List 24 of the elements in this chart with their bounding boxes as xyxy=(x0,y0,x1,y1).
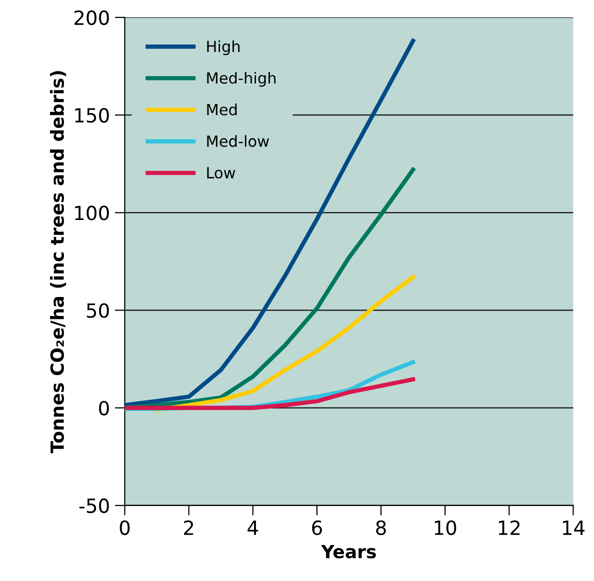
x-tick-label: 4 xyxy=(248,520,258,535)
legend-label: Med-high xyxy=(207,72,276,87)
x-tick-label: 8 xyxy=(376,520,386,536)
legend-label: Low xyxy=(207,167,236,179)
y-tick-label: -50 xyxy=(79,498,109,514)
y-tick-label: 100 xyxy=(75,206,109,220)
y-axis-title: Tonnes CO₂e/ha (inc trees and debris) xyxy=(50,71,66,454)
legend-label: Med-low xyxy=(207,135,269,147)
x-tick-label: 10 xyxy=(434,520,456,536)
legend-label: Med xyxy=(207,104,237,116)
legend-label: High xyxy=(207,40,240,56)
x-tick-label: 0 xyxy=(120,520,130,536)
y-tick-label: 50 xyxy=(86,303,109,318)
line-series xyxy=(124,377,416,410)
line-series xyxy=(124,38,416,408)
x-tick-label: 14 xyxy=(562,520,584,535)
x-tick-label: 12 xyxy=(498,520,520,535)
y-tick-label: 150 xyxy=(75,108,109,123)
x-axis-title: Years xyxy=(321,544,376,558)
x-tick-label: 6 xyxy=(312,520,322,536)
line-series xyxy=(154,274,416,412)
x-tick-label: 2 xyxy=(184,520,194,535)
y-tick-label: 0 xyxy=(99,400,109,416)
y-tick-label: 200 xyxy=(74,10,109,26)
